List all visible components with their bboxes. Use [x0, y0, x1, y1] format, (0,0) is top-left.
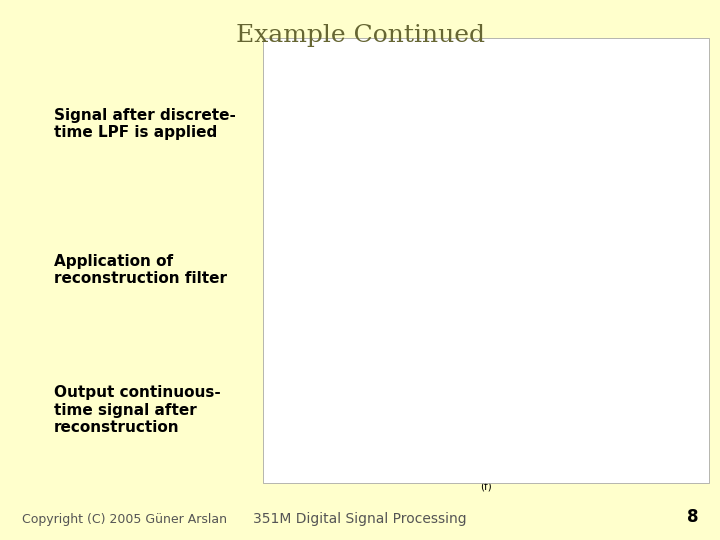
Text: Example Continued: Example Continued [235, 24, 485, 48]
Text: $-2\pi$: $-2\pi$ [332, 185, 355, 198]
Text: $\Omega$: $\Omega$ [687, 465, 696, 477]
Text: Copyright (C) 2005 Güner Arslan: Copyright (C) 2005 Güner Arslan [22, 514, 227, 526]
Text: (f): (f) [480, 482, 492, 491]
Text: $\omega_c$: $\omega_c$ [535, 185, 549, 197]
Text: Output continuous-
time signal after
reconstruction: Output continuous- time signal after rec… [54, 386, 221, 435]
Text: $-\frac{\omega_c}{T}$: $-\frac{\omega_c}{T}$ [422, 340, 438, 356]
Text: (c): (c) [479, 356, 493, 367]
Text: $\frac{1}{T}$: $\frac{1}{T}$ [491, 82, 498, 100]
Text: $-\frac{\pi}{T}$: $-\frac{\pi}{T}$ [384, 340, 397, 355]
Text: 8: 8 [687, 509, 698, 526]
Text: 1: 1 [443, 400, 449, 410]
Text: $-\omega_c$: $-\omega_c$ [419, 185, 441, 197]
Text: $\Omega$: $\Omega$ [687, 338, 696, 350]
Text: $-\frac{2\omega_c}{T}$: $-\frac{2\omega_c}{T}$ [333, 340, 354, 357]
Text: 351M Digital Signal Processing: 351M Digital Signal Processing [253, 512, 467, 526]
Text: $Y(e^{j\omega})$: $Y(e^{j\omega})$ [508, 71, 536, 86]
Text: $Y_c(j\Omega)$: $Y_c(j\Omega)$ [503, 370, 532, 384]
Text: $\frac{\omega_c}{T}$: $\frac{\omega_c}{T}$ [538, 340, 546, 356]
Text: 1: 1 [287, 264, 294, 274]
Text: $\frac{\pi}{T}$: $\frac{\pi}{T}$ [578, 340, 584, 355]
Text: $2\pi$: $2\pi$ [621, 185, 636, 198]
Text: $\frac{2\omega_c}{T}$: $\frac{2\omega_c}{T}$ [622, 340, 635, 357]
Text: $H_r(j\Omega)$: $H_r(j\Omega)$ [594, 224, 624, 238]
Text: Signal after discrete-
time LPF is applied: Signal after discrete- time LPF is appli… [54, 108, 236, 140]
Text: $Y(e^{j\Omega T})$: $Y(e^{j\Omega T})$ [499, 229, 531, 244]
Text: $\omega$: $\omega$ [684, 185, 694, 195]
Text: $\frac{1}{T}$: $\frac{1}{T}$ [444, 236, 451, 254]
Text: $\frac{\omega_c}{T}$: $\frac{\omega_c}{T}$ [537, 467, 547, 483]
Text: $-\frac{\omega_c}{T}$: $-\frac{\omega_c}{T}$ [421, 467, 438, 483]
Text: (d): (d) [479, 200, 493, 210]
Text: Application of
reconstruction filter: Application of reconstruction filter [54, 254, 227, 286]
